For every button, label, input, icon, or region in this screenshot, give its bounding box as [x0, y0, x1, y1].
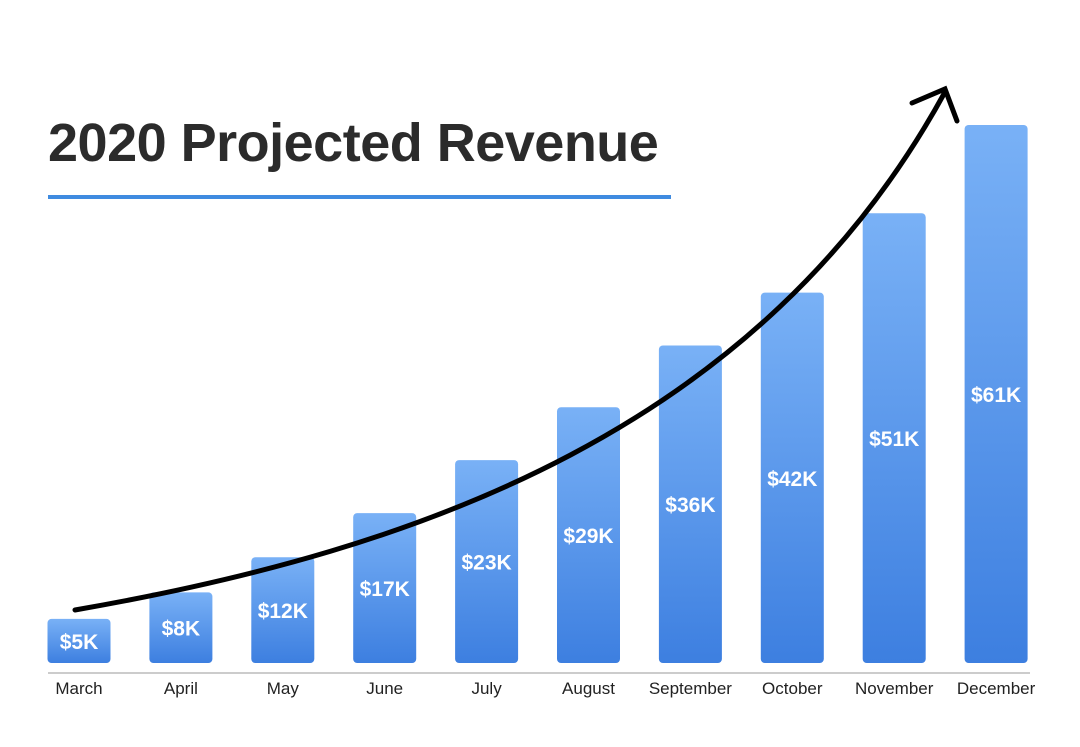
bar-value-label: $42K: [767, 468, 817, 491]
x-tick-label: July: [471, 679, 502, 698]
x-tick-label: November: [855, 679, 934, 698]
bar-september: [658, 345, 722, 663]
bars-layer: $5K $8K $12K $17K $23K $29K $36K $42K $51K $61K: [47, 125, 1028, 663]
trend-arrow: [72, 85, 960, 613]
x-tick-label: May: [267, 679, 300, 698]
bar-october: [760, 292, 824, 663]
x-tick-label: October: [762, 679, 823, 698]
bar-value-label: $8K: [162, 618, 201, 641]
x-tick-label: August: [562, 679, 615, 698]
bar-value-label: $61K: [971, 384, 1021, 407]
x-tick-label: December: [957, 679, 1036, 698]
bar-march: [47, 618, 111, 663]
bar-november: [862, 213, 926, 663]
bar-value-label: $12K: [258, 600, 308, 623]
bar-april: [149, 592, 213, 663]
bar-july: [455, 460, 519, 663]
bar-december: [964, 125, 1028, 663]
bar-june: [353, 513, 417, 663]
bar-value-label: $17K: [360, 578, 410, 601]
bar-value-label: $23K: [461, 552, 511, 575]
bar-value-label: $5K: [60, 631, 99, 654]
trend-arrow-curve: [72, 89, 948, 613]
bar-value-label: $36K: [665, 494, 715, 517]
x-tick-labels: March April May June July August September Octo…: [55, 679, 1035, 698]
bar-value-label: $51K: [869, 428, 919, 451]
x-tick-label: June: [366, 679, 403, 698]
bar-august: [557, 407, 620, 663]
bar-may: [251, 557, 315, 663]
x-tick-label: April: [164, 679, 198, 698]
x-tick-label: September: [649, 679, 732, 698]
bar-value-label: $29K: [563, 525, 613, 548]
title-underline: [48, 195, 671, 199]
x-tick-label: March: [55, 679, 102, 698]
chart-title: 2020 Projected Revenue: [48, 113, 659, 173]
trend-arrow-head: [909, 85, 960, 124]
